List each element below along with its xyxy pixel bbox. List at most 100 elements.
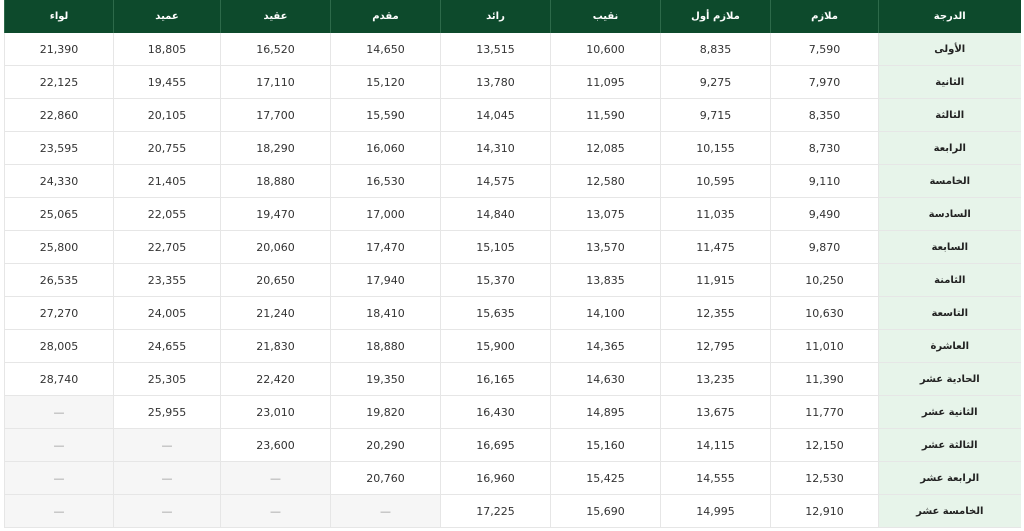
salary-cell: 10,595 [660, 164, 771, 198]
salary-cell: 9,275 [660, 65, 771, 99]
column-header: رائد [440, 0, 551, 33]
salary-cell: 18,410 [330, 296, 441, 330]
salary-cell: — [220, 461, 331, 495]
table-row: الثالثة 8,350 9,715 11,590 14,045 15,590 17,70… [4, 98, 1021, 132]
salary-cell: 18,805 [113, 33, 221, 66]
salary-cell: 15,425 [550, 461, 661, 495]
grade-cell: الرابعة [878, 131, 1021, 165]
salary-cell: 10,155 [660, 131, 771, 165]
header-row: الدرجة ملازم ملازم أول نقيب رائد مقدم عقيد عميد… [4, 0, 1021, 33]
table-row: الرابعة 8,730 10,155 12,085 14,310 16,060 18,2… [4, 131, 1021, 165]
grade-cell: الثانية عشر [878, 395, 1021, 429]
salary-cell: 21,405 [113, 164, 221, 198]
salary-cell: 16,060 [330, 131, 441, 165]
salary-cell: 19,455 [113, 65, 221, 99]
salary-cell: 11,095 [550, 65, 661, 99]
salary-cell: 13,835 [550, 263, 661, 297]
salary-cell: 14,115 [660, 428, 771, 462]
salary-cell: 14,555 [660, 461, 771, 495]
salary-cell: 14,365 [550, 329, 661, 363]
salary-cell: 14,310 [440, 131, 551, 165]
salary-cell: 16,520 [220, 33, 331, 66]
salary-cell: 13,570 [550, 230, 661, 264]
salary-cell: 20,650 [220, 263, 331, 297]
column-header: الدرجة [878, 0, 1021, 33]
salary-cell: 8,835 [660, 33, 771, 66]
salary-cell: 12,150 [770, 428, 879, 462]
salary-cell: 24,005 [113, 296, 221, 330]
salary-cell: 12,580 [550, 164, 661, 198]
salary-cell: 23,595 [4, 131, 114, 165]
salary-cell: 13,780 [440, 65, 551, 99]
table-row: السابعة 9,870 11,475 13,570 15,105 17,470 20,0… [4, 230, 1021, 264]
table-row: الخامسة عشر 12,910 14,995 15,690 17,225— — — — [4, 494, 1021, 528]
grade-cell: الحادية عشر [878, 362, 1021, 396]
salary-cell: 19,350 [330, 362, 441, 396]
salary-cell: 28,005 [4, 329, 114, 363]
salary-cell: — [113, 428, 221, 462]
column-header: ملازم [770, 0, 879, 33]
table-row: الثامنة 10,250 11,915 13,835 15,370 17,940 20,… [4, 263, 1021, 297]
salary-cell: 25,065 [4, 197, 114, 231]
salary-cell: 10,600 [550, 33, 661, 66]
salary-cell: 23,600 [220, 428, 331, 462]
table-row: السادسة 9,490 11,035 13,075 14,840 17,000 19,4… [4, 197, 1021, 231]
salary-cell: 25,305 [113, 362, 221, 396]
salary-cell: 11,390 [770, 362, 879, 396]
salary-cell: 7,970 [770, 65, 879, 99]
salary-cell: 17,225 [440, 494, 551, 528]
salary-cell: 15,105 [440, 230, 551, 264]
salary-cell: 22,420 [220, 362, 331, 396]
salary-cell: 14,995 [660, 494, 771, 528]
salary-cell: 21,240 [220, 296, 331, 330]
salary-cell: 26,535 [4, 263, 114, 297]
salary-cell: 14,650 [330, 33, 441, 66]
salary-cell: 17,700 [220, 98, 331, 132]
salary-cell: 13,675 [660, 395, 771, 429]
table-row: الحادية عشر 11,390 13,235 14,630 16,165 19,35… [4, 362, 1021, 396]
grade-cell: السابعة [878, 230, 1021, 264]
column-header: لواء [4, 0, 114, 33]
salary-cell: 10,250 [770, 263, 879, 297]
table-row: التاسعة 10,630 12,355 14,100 15,635 18,410 21,… [4, 296, 1021, 330]
salary-cell: 9,870 [770, 230, 879, 264]
salary-cell: 15,900 [440, 329, 551, 363]
table-body: الأولى 7,590 8,835 10,600 13,515 14,650 16,520… [4, 33, 1021, 528]
column-header: مقدم [330, 0, 441, 33]
salary-cell: — [330, 494, 441, 528]
salary-cell: 11,770 [770, 395, 879, 429]
salary-cell: 15,690 [550, 494, 661, 528]
salary-cell: 20,105 [113, 98, 221, 132]
salary-cell: 11,010 [770, 329, 879, 363]
salary-cell: 19,820 [330, 395, 441, 429]
salary-cell: 19,470 [220, 197, 331, 231]
salary-cell: 12,910 [770, 494, 879, 528]
grade-cell: الثالثة عشر [878, 428, 1021, 462]
page: الدرجة ملازم ملازم أول نقيب رائد مقدم عقيد عميد… [4, 0, 1021, 528]
salary-cell: 13,515 [440, 33, 551, 66]
salary-cell: 13,235 [660, 362, 771, 396]
salary-cell: 20,060 [220, 230, 331, 264]
salary-cell: 12,530 [770, 461, 879, 495]
column-header: ملازم أول [660, 0, 771, 33]
salary-cell: — [4, 461, 114, 495]
grade-cell: الثانية [878, 65, 1021, 99]
table-row: الخامسة 9,110 10,595 12,580 14,575 16,530 18,8… [4, 164, 1021, 198]
salary-cell: 15,590 [330, 98, 441, 132]
column-header: عقيد [220, 0, 331, 33]
salary-cell: 17,110 [220, 65, 331, 99]
salary-cell: 23,010 [220, 395, 331, 429]
salary-cell: 24,330 [4, 164, 114, 198]
grade-cell: الرابعة عشر [878, 461, 1021, 495]
salary-cell: 12,085 [550, 131, 661, 165]
salary-cell: 10,630 [770, 296, 879, 330]
salary-cell: 11,035 [660, 197, 771, 231]
grade-cell: السادسة [878, 197, 1021, 231]
salary-cell: — [113, 494, 221, 528]
salary-cell: 18,290 [220, 131, 331, 165]
salary-cell: 12,355 [660, 296, 771, 330]
salary-cell: 7,590 [770, 33, 879, 66]
salary-cell: 8,350 [770, 98, 879, 132]
salary-cell: 8,730 [770, 131, 879, 165]
salary-cell: 15,120 [330, 65, 441, 99]
